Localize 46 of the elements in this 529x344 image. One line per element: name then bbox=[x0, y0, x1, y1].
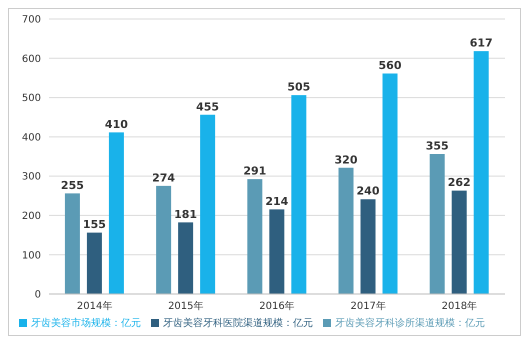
data-label: 355 bbox=[426, 140, 449, 153]
legend-label: 牙齿美容市场规模：亿元 bbox=[31, 318, 141, 329]
data-label: 262 bbox=[448, 176, 471, 190]
legend-label: 牙齿美容牙科诊所渠道规模：亿元 bbox=[335, 318, 485, 329]
data-label: 214 bbox=[265, 194, 289, 208]
y-tick-label: 0 bbox=[34, 290, 41, 301]
y-tick-label: 200 bbox=[22, 210, 41, 222]
data-label: 155 bbox=[82, 218, 106, 232]
y-tick-label: 300 bbox=[22, 172, 41, 183]
bar bbox=[108, 132, 124, 294]
data-label: 240 bbox=[356, 184, 380, 198]
data-label: 291 bbox=[243, 164, 266, 178]
bar bbox=[452, 190, 467, 294]
x-tick-label: 2017年 bbox=[350, 300, 386, 312]
bar bbox=[382, 74, 398, 294]
data-label: 617 bbox=[470, 36, 493, 50]
bar bbox=[430, 154, 445, 294]
bar bbox=[86, 232, 102, 294]
data-label: 410 bbox=[104, 118, 128, 131]
bar bbox=[156, 186, 172, 294]
x-tick-label: 2018年 bbox=[442, 300, 478, 312]
legend-label: 牙齿美容牙科医院渠道规模：亿元 bbox=[163, 318, 313, 329]
x-tick-label: 2014年 bbox=[76, 300, 112, 312]
bar bbox=[269, 209, 284, 294]
bar bbox=[64, 193, 80, 294]
data-label: 455 bbox=[196, 100, 220, 114]
bar bbox=[474, 51, 489, 294]
bar bbox=[338, 168, 354, 294]
data-label: 255 bbox=[60, 178, 84, 192]
x-tick-label: 2016年 bbox=[259, 300, 295, 312]
y-tick-label: 700 bbox=[22, 14, 41, 26]
y-tick-label: 400 bbox=[22, 132, 41, 144]
bar bbox=[178, 222, 194, 294]
bar bbox=[360, 199, 376, 294]
bar bbox=[247, 179, 262, 294]
data-label: 274 bbox=[152, 171, 176, 184]
data-label: 181 bbox=[174, 208, 198, 221]
bar bbox=[291, 95, 306, 294]
bar bbox=[200, 114, 216, 294]
data-label: 320 bbox=[334, 153, 358, 166]
y-tick-label: 100 bbox=[22, 250, 41, 262]
x-tick-label: 2015年 bbox=[168, 300, 204, 312]
data-label: 505 bbox=[287, 80, 310, 94]
y-tick-label: 600 bbox=[22, 54, 41, 65]
y-tick-label: 500 bbox=[22, 93, 41, 104]
data-label: 560 bbox=[378, 59, 402, 72]
